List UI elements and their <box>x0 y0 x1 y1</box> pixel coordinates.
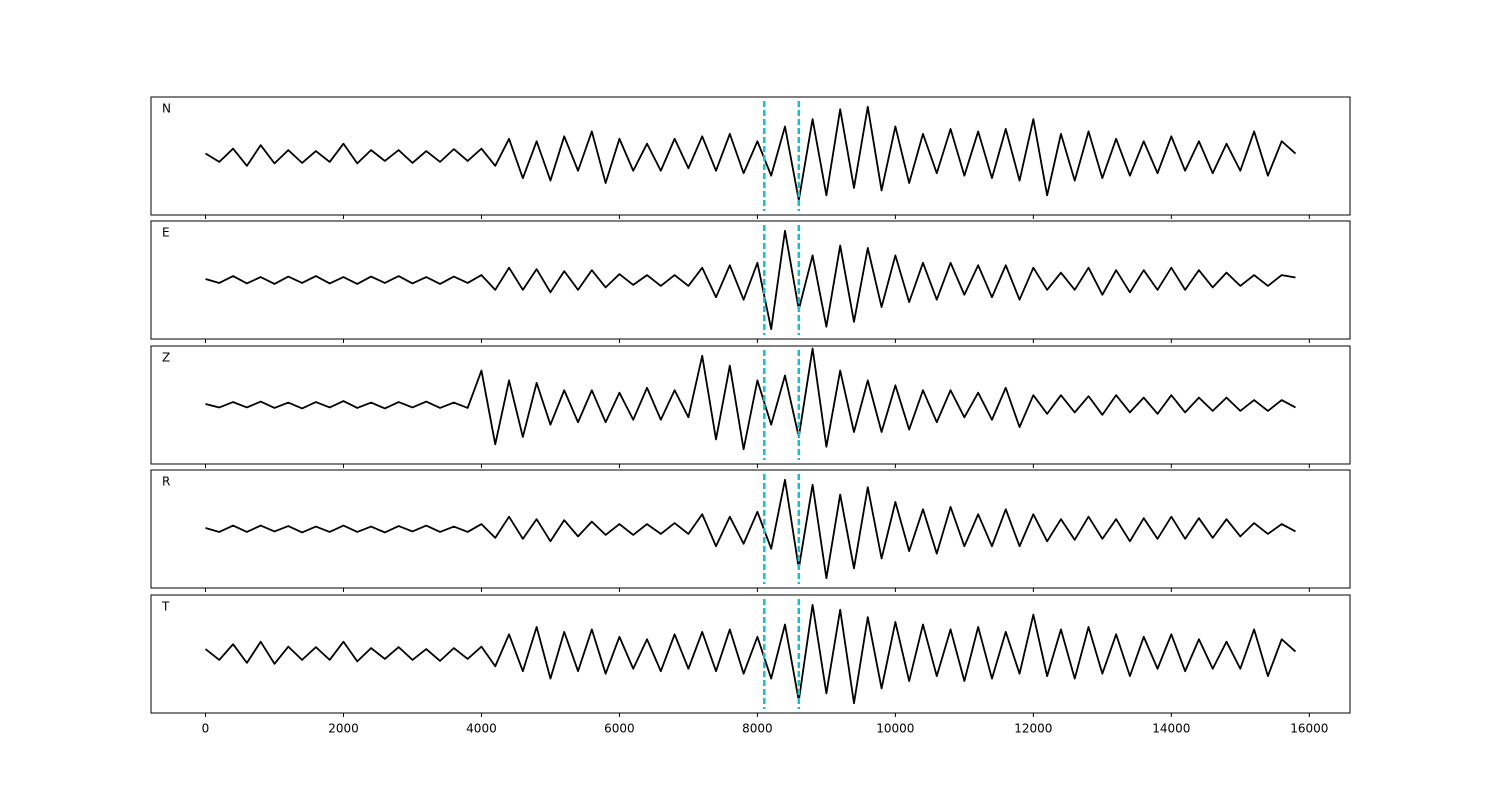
panel-label: R <box>162 475 170 489</box>
x-tick-label: 16000 <box>1290 722 1328 736</box>
panel-label: N <box>162 102 171 116</box>
trace <box>205 229 1296 331</box>
x-tick-label: 4000 <box>466 722 497 736</box>
x-tick-label: 10000 <box>876 722 914 736</box>
panel-label: E <box>162 226 170 240</box>
panel-frame <box>150 594 1351 714</box>
x-tick-label: 0 <box>202 722 210 736</box>
x-tick-label: 14000 <box>1152 722 1190 736</box>
trace <box>205 105 1297 202</box>
panel-frame <box>150 96 1351 216</box>
x-tick-label: 2000 <box>328 722 359 736</box>
trace <box>205 478 1296 580</box>
x-tick-label: 8000 <box>742 722 773 736</box>
x-tick-label: 12000 <box>1014 722 1052 736</box>
panel-frame <box>150 469 1351 589</box>
panel-label: T <box>161 600 170 614</box>
trace <box>204 603 1297 705</box>
panel-frame <box>150 220 1351 340</box>
trace <box>205 347 1296 451</box>
panel-frame <box>150 345 1351 465</box>
x-tick-label: 6000 <box>604 722 635 736</box>
panel-label: Z <box>162 351 170 365</box>
